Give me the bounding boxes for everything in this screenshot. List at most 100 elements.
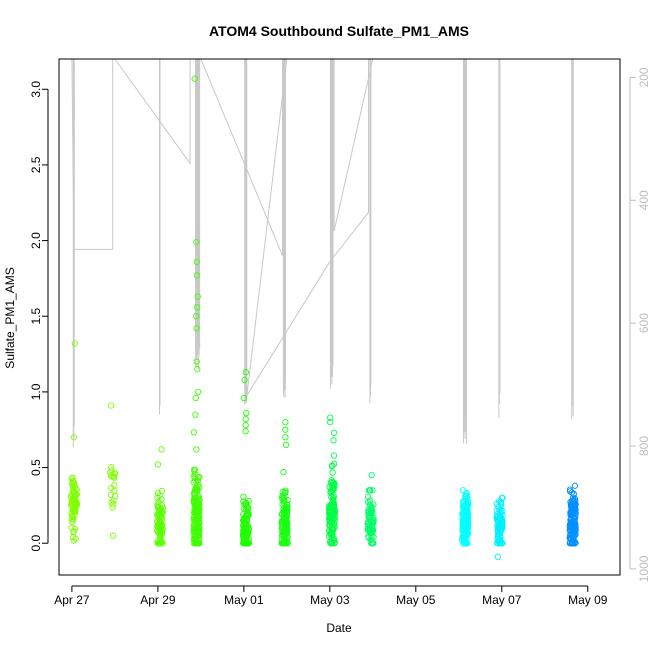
point-outlier-flight-3: [194, 304, 201, 311]
point-flight-0: [72, 508, 79, 515]
point-outlier-flight-10: [569, 540, 577, 547]
point-flight-4: [241, 536, 248, 543]
point-flight-0: [71, 481, 78, 488]
point-flight-4: [240, 533, 247, 540]
point-flight-8: [460, 519, 467, 526]
point-flight-6: [329, 462, 336, 469]
point-flight-5: [280, 540, 287, 547]
y-tick-label: 2.0: [29, 232, 43, 249]
point-outlier-flight-4: [242, 422, 249, 429]
point-flight-3: [193, 446, 200, 453]
point-outlier-flight-1: [109, 532, 117, 539]
point-flight-2: [157, 518, 164, 525]
point-flight-3: [190, 497, 198, 504]
point-flight-7: [369, 525, 376, 532]
point-flight-5: [280, 469, 287, 476]
point-flight-5: [280, 494, 287, 501]
point-flight-3: [194, 520, 201, 528]
point-flight-5: [280, 507, 287, 515]
point-flight-3: [195, 532, 203, 539]
point-flight-3: [191, 474, 199, 481]
point-flight-5: [282, 487, 289, 494]
point-flight-3: [193, 524, 201, 531]
point-flight-7: [370, 501, 377, 508]
point-flight-3: [190, 429, 198, 436]
point-outlier-flight-5: [282, 434, 289, 441]
x-tick-label: Apr 27: [54, 593, 90, 607]
point-outlier-flight-5: [282, 441, 290, 449]
point-flight-10: [567, 521, 574, 528]
point-flight-1: [108, 499, 115, 506]
point-flight-3: [196, 505, 203, 513]
point-flight-0: [71, 492, 78, 499]
point-flight-5: [283, 532, 291, 540]
point-flight-6: [329, 496, 336, 503]
profile-trajectory-line: [71, 58, 382, 404]
point-flight-10: [568, 506, 576, 514]
point-flight-2: [158, 532, 165, 540]
y-axis-label: Sulfate_PM1_AMS: [3, 267, 17, 368]
point-flight-9: [499, 494, 506, 501]
point-flight-1: [109, 473, 116, 480]
point-flight-2: [156, 540, 163, 547]
point-outlier-flight-6: [330, 429, 338, 436]
point-flight-3: [190, 514, 198, 521]
point-flight-0: [72, 485, 79, 492]
axes: 0.0 0.5 1.0 1.5 2.0 2.5 3.0 Apr 27 Apr 29 May 01 M…: [29, 67, 650, 607]
point-flight-4: [244, 503, 251, 511]
point-outlier-flight-9: [494, 553, 501, 560]
point-flight-7: [369, 509, 376, 516]
point-flight-0: [69, 474, 76, 481]
pressure-profile: [71, 58, 574, 448]
point-flight-6: [330, 493, 338, 500]
x-tick-label: May 07: [482, 593, 522, 607]
x-axis-label: Date: [326, 621, 352, 635]
point-flight-2: [154, 494, 161, 501]
point-outlier-flight-3: [194, 388, 202, 396]
point-flight-6: [330, 520, 338, 528]
right-tick-label: 400: [637, 190, 650, 210]
point-flight-0: [70, 506, 77, 513]
point-flight-0: [68, 492, 75, 499]
point-flight-6: [331, 460, 338, 467]
point-flight-4: [244, 532, 251, 539]
point-flight-8: [462, 501, 469, 509]
point-flight-3: [195, 474, 202, 481]
right-tick-label: 800: [637, 436, 650, 456]
point-flight-6: [331, 510, 339, 517]
point-outlier-flight-6: [330, 537, 337, 544]
point-flight-0: [70, 537, 77, 544]
point-flight-8: [460, 533, 467, 541]
point-flight-2: [155, 504, 162, 512]
point-flight-8: [462, 495, 470, 503]
point-flight-7: [370, 533, 377, 541]
point-flight-3: [193, 483, 200, 491]
point-flight-3: [192, 495, 199, 502]
point-flight-5: [278, 536, 285, 543]
point-flight-7: [367, 510, 375, 517]
plot-frame: [58, 58, 621, 576]
point-flight-0: [68, 494, 75, 501]
point-outlier-flight-3: [193, 313, 200, 320]
point-outlier-flight-5: [282, 540, 289, 547]
point-flight-10: [571, 482, 579, 489]
point-flight-6: [327, 514, 334, 521]
point-outlier-flight-3: [193, 258, 200, 265]
point-outlier-flight-3: [191, 75, 198, 82]
point-outlier-flight-3: [192, 538, 200, 545]
point-flight-6: [329, 469, 336, 476]
point-flight-2: [156, 517, 163, 524]
point-flight-2: [154, 489, 162, 497]
point-outlier-flight-3: [193, 358, 200, 365]
point-flight-4: [245, 497, 252, 505]
point-outlier-flight-3: [192, 394, 199, 402]
point-flight-8: [462, 515, 469, 522]
point-outlier-flight-0: [70, 434, 78, 441]
point-outlier-flight-3: [193, 272, 201, 279]
point-flight-9: [495, 503, 502, 510]
point-flight-5: [281, 500, 288, 507]
y-tick-label: 0.0: [29, 535, 43, 552]
point-flight-9: [495, 531, 503, 538]
point-outlier-flight-8: [462, 540, 470, 547]
point-flight-9: [495, 522, 503, 530]
